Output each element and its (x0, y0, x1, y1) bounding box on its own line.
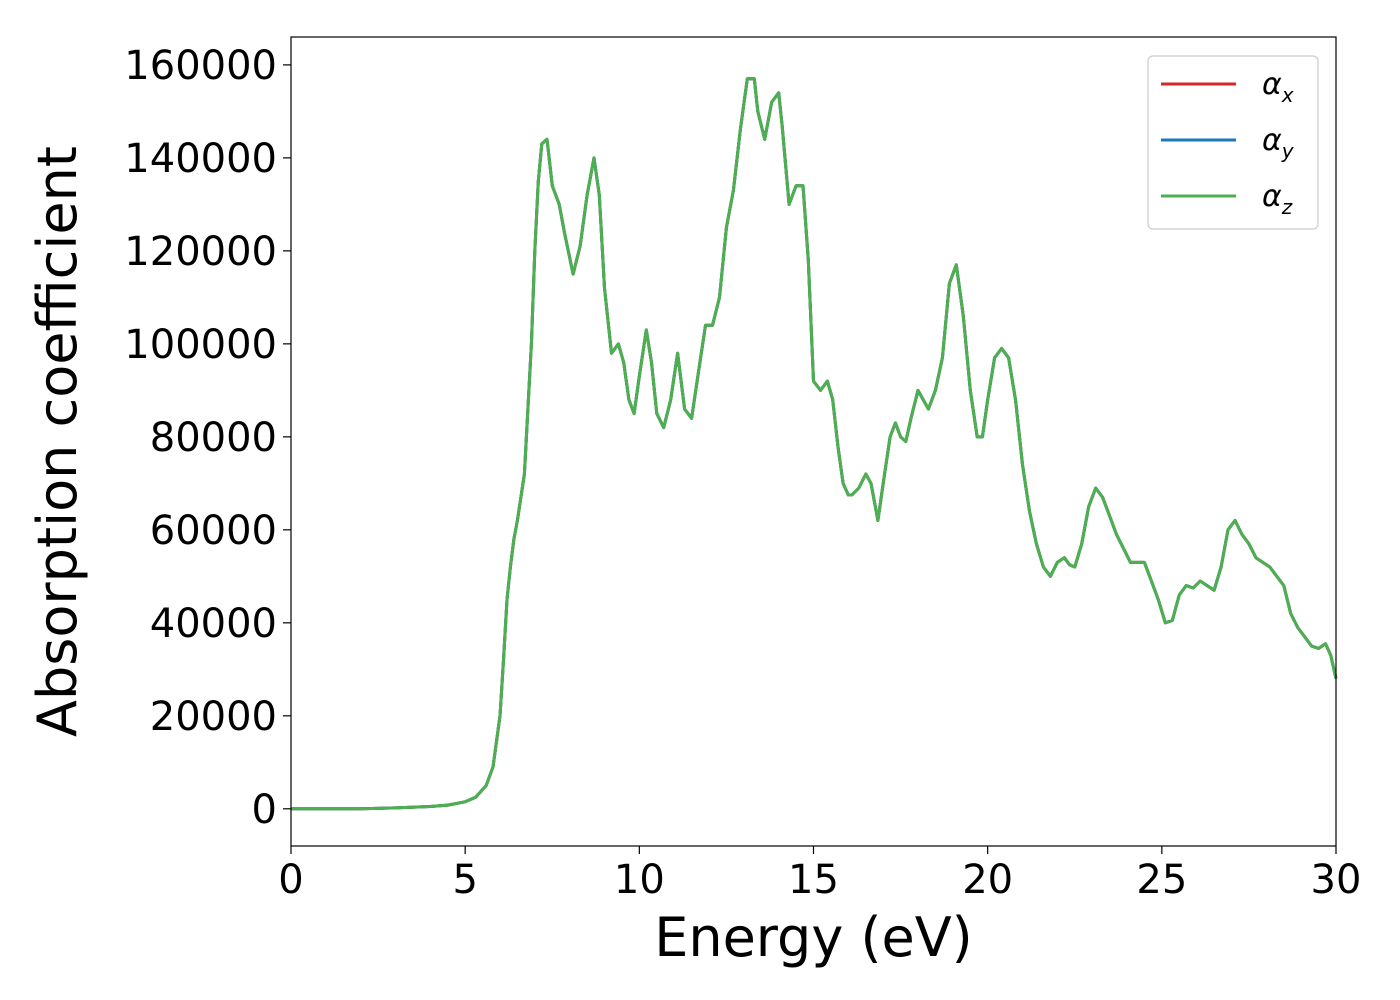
x-axis-ticks: 0 5 10 15 20 25 30 (278, 846, 1361, 903)
y-tick-label: 140000 (124, 136, 277, 182)
legend-box (1147, 55, 1319, 230)
y-axis-ticks: 0 20000 40000 60000 80000 100000 120000 140000 1… (124, 43, 291, 833)
y-tick-label: 0 (252, 787, 277, 833)
legend-entry-subscript: y (1281, 139, 1295, 163)
x-tick-label: 20 (962, 857, 1013, 903)
y-tick-label: 20000 (150, 694, 277, 740)
y-tick-label: 80000 (150, 415, 277, 461)
y-tick-label: 160000 (124, 43, 277, 89)
x-tick-label: 0 (278, 857, 303, 903)
legend-entry-subscript: x (1281, 83, 1294, 107)
legend-entry-subscript: z (1281, 195, 1293, 219)
y-axis-label: Absorption coefficient (26, 146, 89, 737)
x-tick-label: 5 (452, 857, 477, 903)
x-tick-label: 10 (614, 857, 665, 903)
series-layer (291, 77, 1338, 811)
x-axis-label: Energy (eV) (654, 906, 973, 969)
y-tick-label: 100000 (124, 322, 277, 368)
y-tick-label: 120000 (124, 229, 277, 275)
x-tick-label: 15 (788, 857, 839, 903)
x-tick-label: 25 (1136, 857, 1187, 903)
y-tick-label: 40000 (150, 601, 277, 647)
series-line-2 (291, 77, 1338, 811)
x-tick-label: 30 (1311, 857, 1362, 903)
y-tick-label: 60000 (150, 508, 277, 554)
